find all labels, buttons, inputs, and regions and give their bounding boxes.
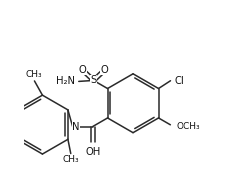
Text: CH₃: CH₃ <box>25 70 42 79</box>
Text: S: S <box>90 75 96 85</box>
Text: OCH₃: OCH₃ <box>176 122 199 131</box>
Text: O: O <box>100 65 108 75</box>
Text: OH: OH <box>85 147 100 157</box>
Text: O: O <box>78 65 86 75</box>
Text: Cl: Cl <box>174 76 184 86</box>
Text: N: N <box>72 122 79 132</box>
Text: CH₃: CH₃ <box>62 155 79 164</box>
Text: H₂N: H₂N <box>55 76 74 86</box>
